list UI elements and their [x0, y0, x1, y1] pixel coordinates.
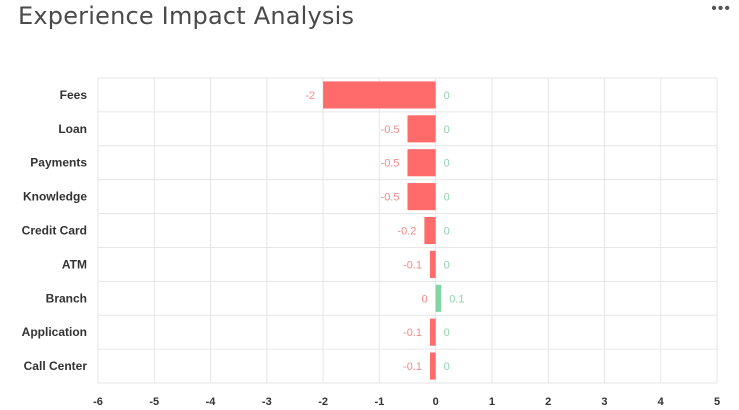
x-tick-label: -2: [318, 396, 328, 408]
bar-negative: [424, 216, 436, 245]
data-label-negative: -0.1: [403, 259, 422, 271]
chart-bars: [323, 81, 442, 380]
x-tick-label: -3: [262, 396, 272, 408]
chart-title: Experience Impact Analysis: [18, 2, 355, 30]
x-tick-label: 0: [433, 396, 439, 408]
data-label-negative: -0.2: [397, 226, 416, 238]
data-label-negative: -0.1: [403, 361, 422, 373]
data-label-positive: 0.1: [449, 293, 464, 305]
category-label: Call Center: [24, 359, 88, 373]
x-tick-label: -1: [374, 396, 384, 408]
x-tick-label: 3: [601, 396, 607, 408]
data-label-positive: 0: [444, 361, 450, 373]
x-tick-label: 4: [658, 396, 665, 408]
data-label-negative: -2: [305, 90, 315, 102]
data-label-positive: 0: [444, 327, 450, 339]
data-label-positive: 0: [444, 192, 450, 204]
bar-negative: [407, 183, 436, 211]
data-label-negative: -0.5: [381, 158, 400, 170]
x-tick-label: 2: [545, 396, 551, 408]
x-tick-label: -4: [206, 396, 217, 408]
category-label: Loan: [58, 122, 87, 136]
data-label-positive: 0: [444, 226, 450, 238]
bar-negative: [407, 115, 436, 143]
data-label-positive: 0: [444, 90, 450, 102]
category-label: Credit Card: [22, 224, 87, 238]
category-label: Fees: [60, 88, 88, 102]
data-label-negative: -0.5: [381, 192, 400, 204]
more-horizontal-icon[interactable]: •••: [711, 0, 731, 17]
bar-negative: [430, 318, 436, 346]
bar-negative: [430, 352, 436, 380]
x-tick-label: -5: [149, 396, 159, 408]
bar-negative: [430, 250, 436, 278]
x-tick-label: 1: [489, 396, 495, 408]
data-label-negative: 0: [422, 293, 428, 305]
category-label: Branch: [46, 291, 87, 305]
data-label-positive: 0: [444, 124, 450, 136]
data-label-positive: 0: [444, 259, 450, 271]
bar-negative: [323, 81, 436, 109]
category-label: ATM: [62, 257, 87, 271]
category-label: Application: [22, 325, 87, 339]
chart-labels: -6 -5 -4 -3 -2 -1 0 1 2 3 4 5 Fees -2 0 Loan -0.5 0 Paymen…: [22, 88, 720, 408]
category-label: Knowledge: [23, 190, 87, 204]
x-tick-label: -6: [93, 396, 103, 408]
bar-negative: [407, 149, 436, 177]
data-label-negative: -0.1: [403, 327, 422, 339]
bar-positive: [435, 284, 442, 312]
x-tick-label: 5: [714, 396, 720, 408]
data-label-negative: -0.5: [381, 124, 400, 136]
category-label: Payments: [30, 156, 87, 170]
data-label-positive: 0: [444, 158, 450, 170]
